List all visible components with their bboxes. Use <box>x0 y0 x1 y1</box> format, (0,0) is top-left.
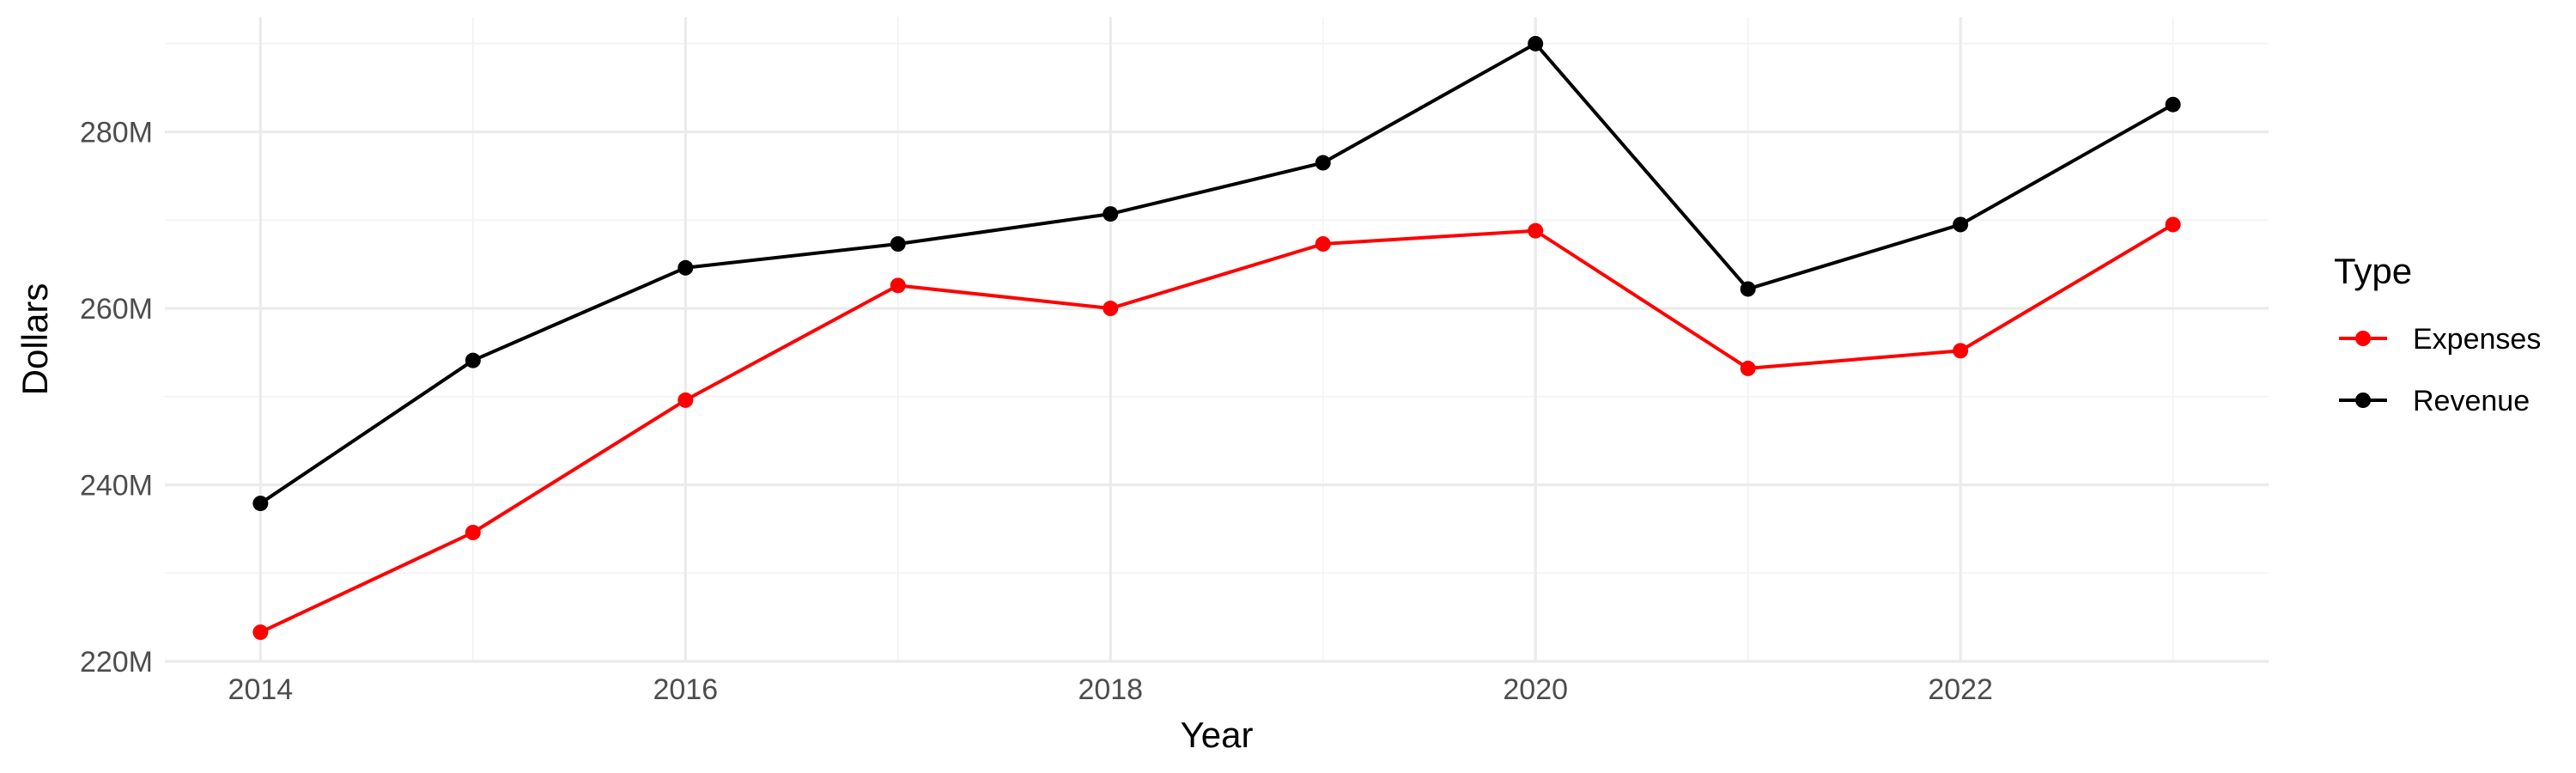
expenses-point <box>1953 343 1969 359</box>
revenue-point <box>677 259 694 276</box>
y-tick-label: 220M <box>80 646 153 679</box>
y-axis-title: Dollars <box>15 283 55 396</box>
expenses-point <box>1528 222 1544 239</box>
grid <box>165 17 2269 663</box>
legend-label: Expenses <box>2413 323 2541 356</box>
revenue-point <box>1315 155 1331 171</box>
expenses-point <box>465 525 481 540</box>
y-tick-label: 240M <box>80 470 153 502</box>
revenue-point <box>1103 206 1119 222</box>
legend-title: Type <box>2334 251 2412 291</box>
x-tick-label: 2022 <box>1928 673 1993 706</box>
revenue-line <box>258 41 2175 506</box>
y-tick-label: 280M <box>80 117 153 149</box>
x-tick-label: 2020 <box>1503 673 1568 706</box>
axes: Year Dollars 2014 2016 2018 2020 2022 220M 240… <box>15 117 1993 755</box>
expenses-point <box>1315 236 1331 253</box>
legend: Type Expenses Revenue <box>2334 251 2541 417</box>
expenses-point <box>1103 301 1119 317</box>
x-tick-label: 2018 <box>1078 673 1143 706</box>
expenses-point <box>890 277 906 294</box>
x-tick-label: 2014 <box>228 673 294 706</box>
revenue-point <box>890 236 906 253</box>
legend-key-point <box>2355 393 2371 408</box>
revenue-point <box>465 352 481 368</box>
legend-key-point <box>2355 331 2371 346</box>
series-layer <box>252 35 2181 641</box>
revenue-point <box>252 496 269 512</box>
revenue-point <box>1528 35 1544 52</box>
expenses-point <box>1740 360 1756 376</box>
revenue-point <box>1740 281 1756 297</box>
legend-item-expenses: Expenses <box>2339 323 2541 356</box>
x-axis-title: Year <box>1181 715 1254 755</box>
x-tick-label: 2016 <box>653 673 718 706</box>
expenses-point <box>677 392 694 408</box>
expenses-point <box>252 624 269 641</box>
revenue-point <box>2165 96 2181 113</box>
expenses-line <box>258 222 2175 635</box>
legend-label: Revenue <box>2413 385 2530 417</box>
legend-item-revenue: Revenue <box>2339 385 2530 417</box>
y-tick-label: 260M <box>80 293 153 326</box>
revenue-point <box>1953 216 1969 233</box>
expenses-point <box>2165 216 2181 233</box>
